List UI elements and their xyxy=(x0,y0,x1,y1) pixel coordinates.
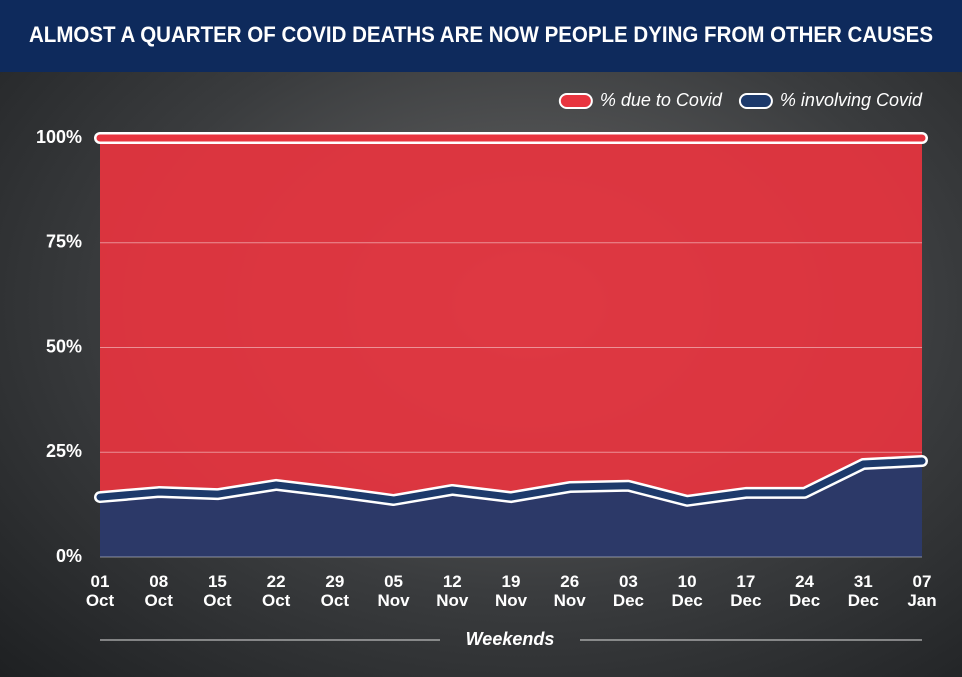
x-tick-label: 01 Oct xyxy=(85,572,115,610)
x-tick-label: 05 Nov xyxy=(377,572,410,610)
y-tick-label: 25% xyxy=(46,441,82,461)
x-tick-label: 24 Dec xyxy=(788,572,821,610)
legend-swatch xyxy=(558,93,593,109)
header-bar xyxy=(0,0,962,72)
x-tick-label: 10 Dec xyxy=(671,572,703,610)
x-tick-label: 12 Nov xyxy=(436,572,469,610)
x-tick-label: 17 Dec xyxy=(730,572,762,610)
legend-label: % due to Covid xyxy=(600,90,723,110)
x-tick-label: 31 Dec xyxy=(847,572,879,610)
legend-swatch xyxy=(738,93,773,109)
x-axis-title: Weekends xyxy=(466,629,555,649)
y-tick-label: 0% xyxy=(56,546,82,566)
legend-label: % involving Covid xyxy=(780,90,923,110)
y-tick-label: 100% xyxy=(36,127,82,147)
area xyxy=(100,461,922,557)
x-tick-label: 03 Dec xyxy=(612,572,645,610)
x-tick-label: 19 Nov xyxy=(494,572,528,610)
line xyxy=(96,457,926,505)
x-tick-label: 29 Oct xyxy=(320,572,350,610)
y-tick-label: 75% xyxy=(46,232,82,252)
y-tick-label: 50% xyxy=(46,336,82,356)
x-tick-label: 22 Oct xyxy=(261,572,291,610)
x-tick-label: 15 Oct xyxy=(203,572,232,610)
x-tick-label: 07 Jan xyxy=(907,572,937,610)
x-tick-label: 08 Oct xyxy=(144,572,173,610)
area xyxy=(100,138,922,557)
x-tick-label: 26 Nov xyxy=(553,572,586,610)
chart-title: ALMOST A QUARTER OF COVID DEATHS ARE NOW… xyxy=(29,22,933,47)
